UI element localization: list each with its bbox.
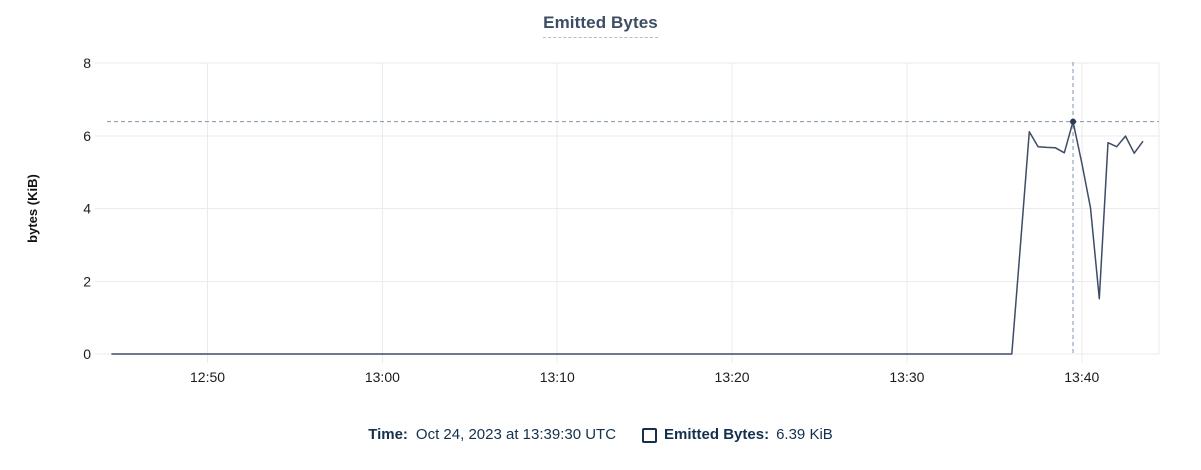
chart-footer: Time: Oct 24, 2023 at 13:39:30 UTC Emitt… [0,424,1201,446]
line-chart[interactable]: 0 2 4 6 8 12:50 13:00 13:10 13:20 13:30 13:40 bytes… [0,0,1201,412]
tooltip-time-label: Time: [368,426,408,443]
hover-point-marker [1070,118,1077,125]
x-tick-label: 13:40 [1064,369,1099,385]
x-tick-label: 13:20 [715,369,750,385]
legend-item-emitted-bytes[interactable]: Emitted Bytes: 6.39 KiB [642,424,833,446]
y-tick-label: 6 [83,128,91,144]
y-tick-label: 2 [83,273,91,289]
y-tick-label: 4 [83,201,91,217]
tooltip-time-value: Oct 24, 2023 at 13:39:30 UTC [415,426,617,443]
title-row: Emitted Bytes [0,13,1201,38]
series-line-emitted-bytes [111,120,1144,355]
x-tick-label: 13:10 [540,369,575,385]
chart-title[interactable]: Emitted Bytes [543,13,658,38]
legend-series-label: Emitted Bytes: [664,426,770,443]
y-tick-label: 0 [83,346,91,362]
legend-checkbox[interactable] [642,427,658,443]
x-tick-label: 13:30 [889,369,924,385]
y-axis-title: bytes (KiB) [25,174,40,243]
legend-series-value: 6.39 KiB [776,426,833,443]
y-tick-label: 8 [83,55,91,71]
x-tick-label: 13:00 [365,369,400,385]
x-tick-label: 12:50 [190,369,225,385]
